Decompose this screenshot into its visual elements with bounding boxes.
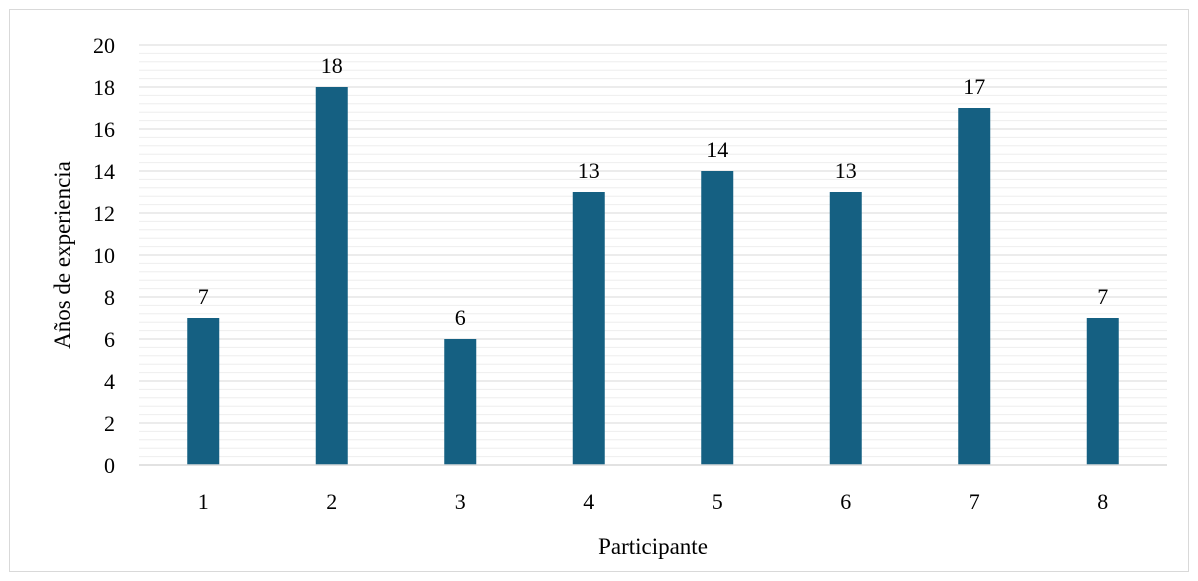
data-labels: 7 18 6 13 14 13 17 7 — [198, 53, 1109, 330]
bar — [1086, 318, 1119, 465]
bar — [829, 192, 862, 465]
data-label: 7 — [198, 284, 209, 309]
x-tick-label: 3 — [455, 489, 466, 514]
y-tick-label: 20 — [93, 33, 115, 58]
bar — [572, 192, 605, 465]
bars — [187, 87, 1119, 465]
bar — [315, 87, 348, 465]
y-tick-label: 2 — [104, 411, 115, 436]
x-tick-label: 7 — [969, 489, 980, 514]
y-axis-title: Años de experiencia — [50, 161, 75, 349]
y-tick-label: 8 — [104, 285, 115, 310]
bar — [187, 318, 220, 465]
y-tick-label: 16 — [93, 117, 115, 142]
x-tick-label: 2 — [326, 489, 337, 514]
bar — [958, 108, 991, 465]
y-tick-label: 14 — [93, 159, 115, 184]
data-label: 7 — [1097, 284, 1108, 309]
y-tick-label: 6 — [104, 327, 115, 352]
bar — [444, 339, 477, 465]
y-tick-labels: 0 2 4 6 8 10 12 14 16 18 20 — [93, 33, 115, 478]
data-label: 14 — [706, 137, 728, 162]
y-tick-label: 4 — [104, 369, 115, 394]
x-tick-label: 4 — [583, 489, 594, 514]
data-label: 18 — [321, 53, 343, 78]
data-label: 13 — [578, 158, 600, 183]
data-label: 17 — [963, 74, 985, 99]
x-tick-label: 1 — [198, 489, 209, 514]
x-tick-label: 8 — [1097, 489, 1108, 514]
bar — [701, 171, 734, 465]
y-tick-label: 12 — [93, 201, 115, 226]
data-label: 13 — [835, 158, 857, 183]
y-tick-label: 10 — [93, 243, 115, 268]
x-tick-label: 5 — [712, 489, 723, 514]
major-gridlines — [139, 44, 1167, 466]
x-tick-label: 6 — [840, 489, 851, 514]
x-axis-title: Participante — [598, 534, 708, 559]
y-tick-label: 18 — [93, 75, 115, 100]
y-tick-label: 0 — [104, 453, 115, 478]
x-tick-labels: 1 2 3 4 5 6 7 8 — [198, 489, 1109, 514]
data-label: 6 — [455, 305, 466, 330]
